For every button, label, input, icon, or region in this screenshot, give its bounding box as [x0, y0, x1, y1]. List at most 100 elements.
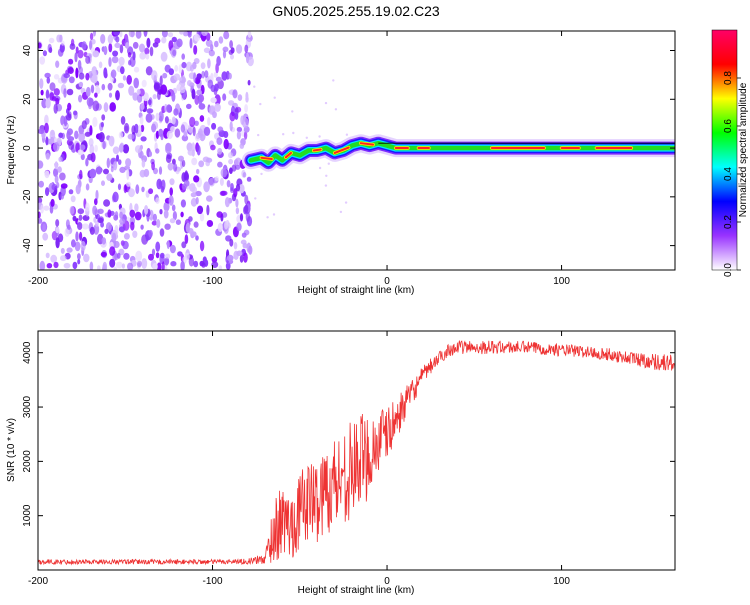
noise-speckle: [151, 220, 158, 226]
noise-speckle: [187, 31, 192, 38]
noise-speckle: [74, 241, 81, 252]
noise-speckle: [155, 130, 159, 139]
noise-speckle: [151, 161, 156, 171]
noise-speckle: [181, 159, 186, 168]
noise-speckle: [85, 202, 90, 212]
noise-speckle: [68, 141, 75, 150]
noise-speckle: [92, 50, 100, 58]
noise-speckle: [179, 31, 184, 35]
noise-speckle: [196, 145, 201, 156]
noise-speckle: [75, 184, 81, 195]
noise-speckle: [95, 84, 100, 91]
noise-speckle: [145, 53, 150, 60]
noise-speckle: [223, 31, 230, 40]
noise-speckle: [116, 252, 121, 259]
noise-speckle: [244, 204, 249, 214]
noise-speckle: [60, 255, 67, 262]
stray-speckle: [339, 210, 343, 214]
noise-speckle: [196, 89, 203, 96]
noise-speckle: [48, 37, 55, 44]
noise-speckle: [71, 239, 76, 248]
noise-speckle: [126, 169, 130, 180]
noise-speckle: [45, 187, 50, 197]
noise-speckle: [235, 183, 241, 192]
noise-speckle: [110, 69, 117, 79]
noise-speckle: [230, 54, 234, 60]
signal-peak-segment: [359, 142, 375, 146]
noise-speckle: [122, 144, 130, 154]
noise-speckle: [219, 177, 224, 186]
noise-speckle: [133, 66, 140, 73]
noise-speckle: [67, 67, 74, 74]
noise-speckle: [92, 100, 100, 112]
y-tick-label: 3000: [22, 395, 33, 418]
noise-speckle: [181, 134, 189, 142]
noise-speckle: [95, 189, 99, 201]
noise-speckle: [95, 220, 99, 227]
noise-speckle: [77, 222, 83, 230]
spectrogram-x-axis-label: Height of straight line (km): [298, 285, 415, 296]
noise-speckle: [163, 201, 170, 212]
noise-speckle: [74, 52, 78, 63]
y-tick-label: 0: [22, 145, 33, 151]
noise-speckle: [179, 76, 187, 84]
noise-speckle: [201, 31, 208, 37]
noise-speckle: [67, 102, 72, 111]
noise-speckle: [114, 42, 121, 49]
spectrogram-y-axis-label: Frequency (Hz): [6, 116, 17, 185]
noise-speckle: [160, 51, 168, 62]
noise-speckle: [242, 172, 247, 178]
noise-speckle: [77, 208, 85, 215]
noise-speckle: [214, 176, 219, 182]
noise-speckle: [141, 258, 148, 269]
noise-speckle: [146, 108, 154, 114]
noise-speckle: [244, 104, 249, 113]
noise-speckle: [229, 111, 236, 122]
noise-speckle: [229, 40, 234, 49]
noise-speckle: [141, 159, 146, 168]
stray-speckle: [325, 174, 328, 177]
noise-speckle: [67, 128, 73, 136]
noise-speckle: [217, 79, 224, 90]
noise-speckle: [180, 124, 186, 133]
noise-speckle: [173, 163, 178, 172]
noise-speckle: [229, 121, 233, 132]
noise-speckle: [203, 181, 210, 193]
noise-speckle: [108, 92, 113, 98]
noise-speckle: [100, 221, 104, 228]
noise-speckle: [103, 45, 108, 56]
noise-speckle: [166, 130, 173, 140]
noise-speckle: [220, 190, 228, 196]
noise-speckle: [152, 262, 158, 270]
noise-speckle: [75, 67, 79, 79]
noise-speckle: [224, 220, 229, 230]
noise-speckle: [214, 94, 221, 106]
noise-speckle: [72, 261, 78, 270]
noise-speckle: [75, 46, 79, 54]
noise-speckle: [180, 199, 186, 208]
noise-speckle: [110, 166, 114, 173]
noise-speckle: [89, 125, 93, 136]
noise-speckle: [160, 84, 168, 95]
noise-speckle: [243, 131, 248, 140]
noise-speckle: [79, 231, 83, 241]
noise-speckle: [190, 197, 198, 207]
noise-speckle: [97, 208, 104, 214]
noise-speckle: [40, 89, 44, 96]
noise-speckle: [214, 103, 221, 112]
noise-speckle: [112, 191, 119, 203]
noise-speckle: [127, 133, 135, 140]
colorbar-tick-label: 0.4: [723, 167, 734, 181]
noise-speckle: [52, 142, 60, 152]
noise-speckle: [191, 157, 198, 166]
noise-speckle: [134, 211, 142, 221]
colorbar-tick-label: 0.0: [723, 263, 734, 277]
noise-speckle: [39, 56, 46, 65]
snr-y-axis-label: SNR (10 * v/v): [6, 418, 17, 482]
noise-speckle: [168, 195, 174, 206]
snr-ticks: -200 -100 0 100 1000 2000 3000 4000: [22, 331, 675, 587]
noise-speckle: [53, 168, 59, 177]
noise-speckle: [221, 71, 228, 81]
noise-speckle: [149, 46, 154, 57]
noise-speckle: [101, 114, 106, 121]
